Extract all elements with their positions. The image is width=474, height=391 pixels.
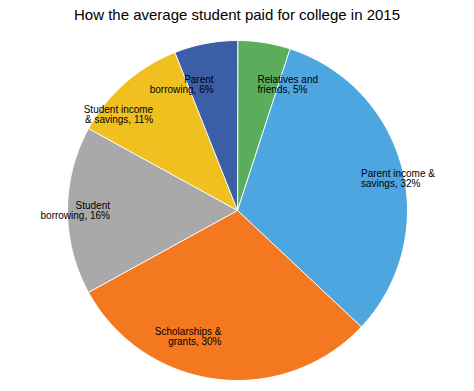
svg-text:Parent income &savings, 32%: Parent income &savings, 32%: [361, 168, 435, 189]
svg-text:Relatives andfriends, 5%: Relatives andfriends, 5%: [257, 74, 318, 95]
svg-text:Studentborrowing, 16%: Studentborrowing, 16%: [41, 200, 111, 221]
svg-text:Student income& savings, 11%: Student income& savings, 11%: [84, 104, 154, 125]
svg-text:Parentborrowing, 6%: Parentborrowing, 6%: [150, 74, 214, 95]
html-text:How the average student paid f: How the average student paid for college…: [74, 6, 400, 23]
svg-text:Scholarships &grants, 30%: Scholarships &grants, 30%: [155, 326, 222, 347]
